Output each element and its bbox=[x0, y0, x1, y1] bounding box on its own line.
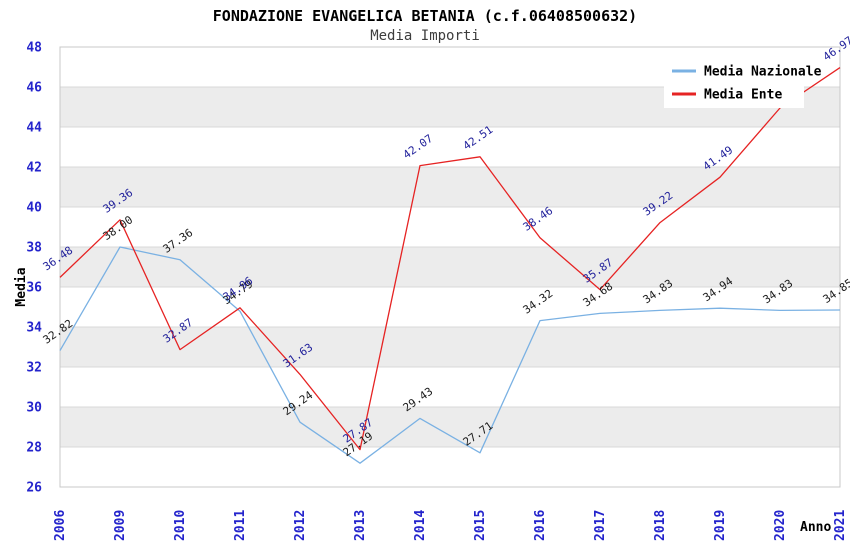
y-axis-title: Media bbox=[14, 267, 29, 306]
x-tick-label: 2013 bbox=[353, 510, 368, 541]
value-label-media-nazionale-2009: 38.00 bbox=[101, 213, 136, 243]
x-tick-label: 2018 bbox=[653, 510, 668, 541]
y-tick-label: 48 bbox=[26, 41, 42, 56]
x-tick-label: 2019 bbox=[713, 510, 728, 541]
y-tick-label: 40 bbox=[26, 201, 42, 216]
y-tick-label: 38 bbox=[26, 241, 42, 256]
plot-border bbox=[59, 46, 841, 488]
y-tick-label: 32 bbox=[26, 361, 42, 376]
legend-label-media-nazionale: Media Nazionale bbox=[704, 65, 822, 80]
value-label-media-nazionale-2016: 34.32 bbox=[521, 287, 556, 317]
chart-title: FONDAZIONE EVANGELICA BETANIA (c.f.06408… bbox=[212, 7, 638, 25]
y-tick-label: 28 bbox=[26, 441, 42, 456]
y-tick-label: 46 bbox=[26, 81, 42, 96]
legend-box bbox=[664, 57, 804, 108]
y-tick-label: 30 bbox=[26, 401, 42, 416]
y-tick-label: 34 bbox=[26, 321, 42, 336]
x-tick-label: 2015 bbox=[473, 510, 488, 541]
plot-band bbox=[60, 247, 840, 287]
x-tick-label: 2009 bbox=[113, 510, 128, 541]
x-tick-label: 2021 bbox=[833, 510, 848, 541]
series-line-media-ente bbox=[59, 67, 841, 451]
x-tick-label: 2010 bbox=[173, 510, 188, 541]
y-tick-label: 26 bbox=[26, 481, 42, 496]
series-line-media-nazionale bbox=[59, 246, 841, 464]
x-tick-label: 2016 bbox=[533, 510, 548, 541]
value-label-media-ente-2021: 46.97 bbox=[821, 34, 850, 64]
x-tick-label: 2020 bbox=[773, 510, 788, 541]
chart-subtitle: Media Importi bbox=[370, 28, 480, 44]
x-tick-label: 2014 bbox=[413, 510, 428, 541]
plot-band bbox=[60, 327, 840, 367]
y-tick-label: 36 bbox=[26, 281, 42, 296]
x-tick-label: 2017 bbox=[593, 510, 608, 541]
legend-label-media-ente: Media Ente bbox=[704, 88, 782, 103]
plot-band bbox=[60, 167, 840, 207]
x-tick-label: 2006 bbox=[53, 510, 68, 541]
x-tick-label: 2012 bbox=[293, 510, 308, 541]
value-label-media-ente-2014: 42.07 bbox=[401, 132, 436, 162]
x-axis-title: Anno bbox=[800, 520, 831, 535]
value-label-media-ente-2016: 38.46 bbox=[521, 204, 556, 234]
x-tick-label: 2011 bbox=[233, 510, 248, 541]
plot-band bbox=[60, 407, 840, 447]
y-tick-label: 44 bbox=[26, 121, 42, 136]
y-tick-label: 42 bbox=[26, 161, 42, 176]
value-label-media-ente-2015: 42.51 bbox=[461, 123, 496, 153]
